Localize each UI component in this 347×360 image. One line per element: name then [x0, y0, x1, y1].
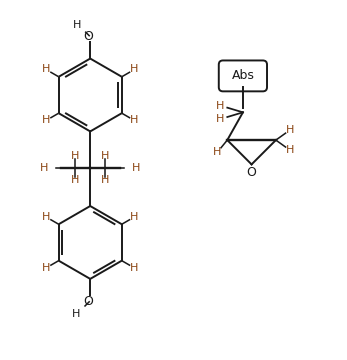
Text: H: H [130, 263, 138, 273]
Text: H: H [215, 101, 224, 111]
Text: H: H [215, 114, 224, 124]
Text: H: H [286, 145, 295, 155]
Text: H: H [101, 151, 109, 161]
Text: H: H [42, 263, 50, 273]
Text: H: H [130, 64, 138, 75]
Text: H: H [130, 212, 138, 222]
Text: Abs: Abs [231, 69, 254, 82]
Text: H: H [71, 151, 80, 161]
Text: H: H [42, 116, 50, 126]
Text: O: O [247, 166, 256, 179]
Text: H: H [42, 212, 50, 222]
Text: H: H [132, 163, 140, 173]
Text: H: H [42, 64, 50, 75]
Text: H: H [40, 163, 49, 173]
Text: O: O [84, 294, 93, 307]
Text: H: H [286, 125, 295, 135]
Text: H: H [73, 19, 81, 30]
FancyBboxPatch shape [219, 60, 267, 91]
Text: H: H [213, 147, 221, 157]
Text: O: O [84, 30, 93, 43]
Text: H: H [101, 175, 109, 185]
Text: H: H [72, 309, 81, 319]
Text: H: H [130, 116, 138, 126]
Text: H: H [71, 175, 80, 185]
